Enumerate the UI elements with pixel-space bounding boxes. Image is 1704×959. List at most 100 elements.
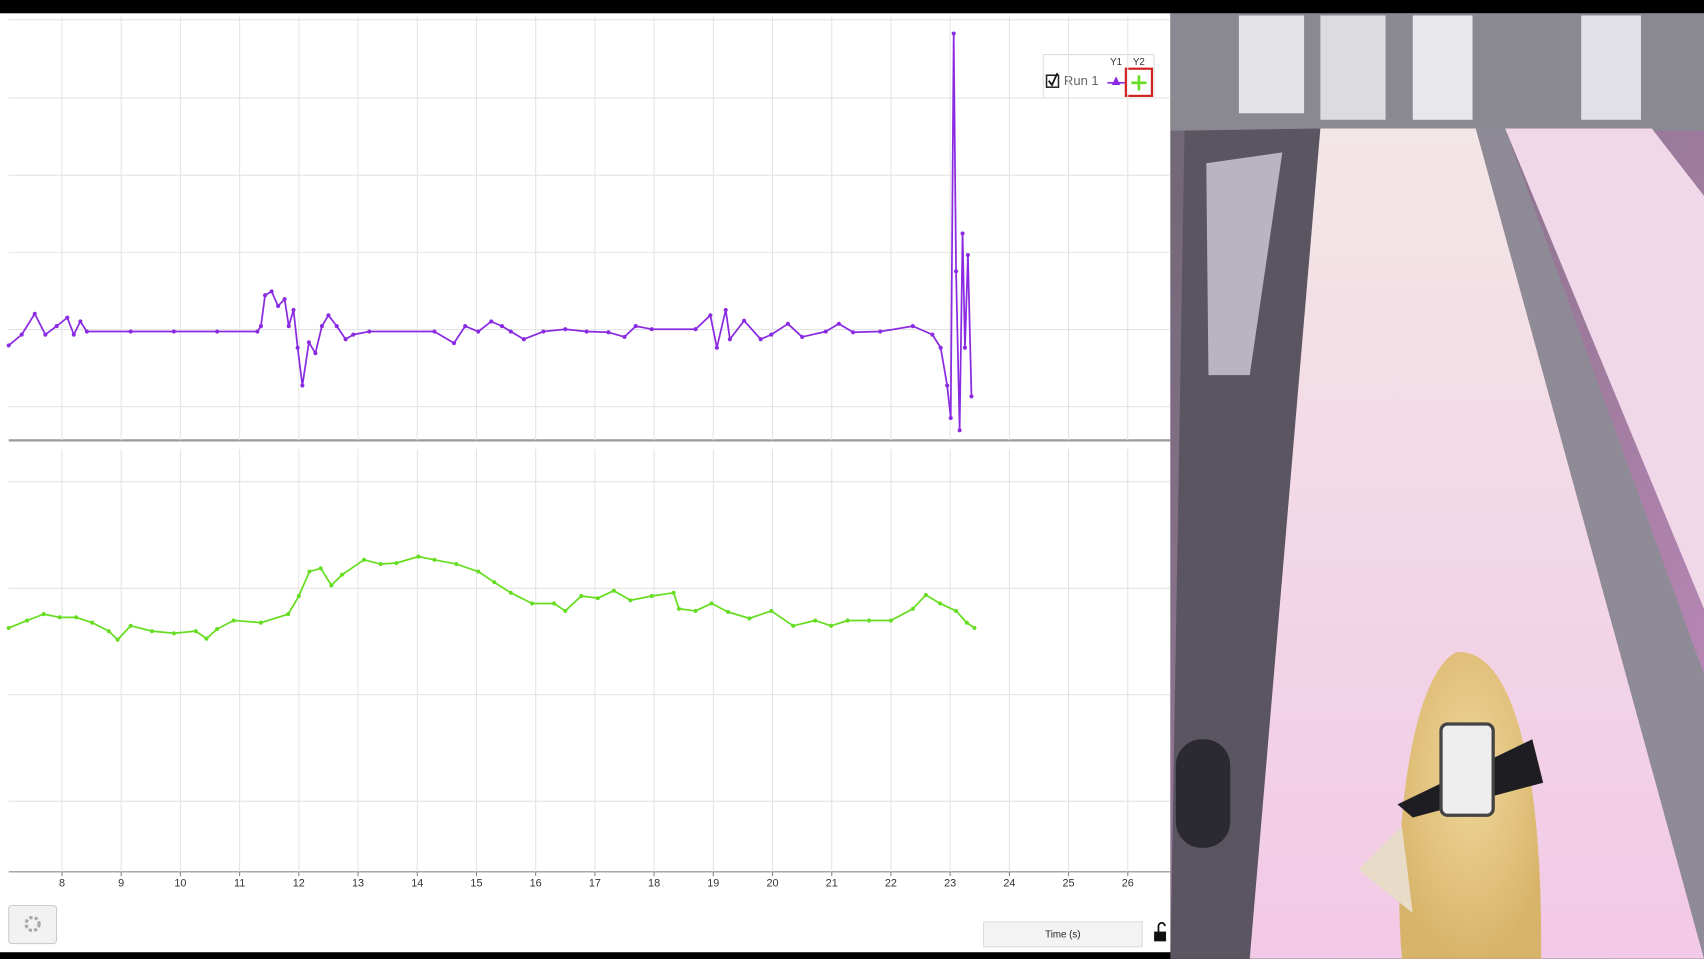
data-point [259,324,263,328]
data-point [307,569,311,573]
data-point [362,558,366,562]
data-point [172,631,176,635]
data-point [579,594,583,598]
data-point [55,324,59,328]
data-point [454,562,458,566]
data-point [33,312,37,316]
photo-machine [1581,15,1641,119]
data-point [78,319,82,323]
data-point [726,610,730,614]
data-point [215,627,219,631]
data-point [313,351,317,355]
page: Y1 Y2 Run 1 Time (s) 8910111213141516171… [0,0,1704,959]
data-point [769,333,773,337]
data-point [329,583,333,587]
data-point [492,580,496,584]
x-tick-label: 15 [470,878,482,890]
settings-button[interactable] [9,906,57,944]
data-point [708,313,712,317]
x-tick-label: 13 [352,878,364,890]
data-point [42,612,46,616]
data-point [204,637,208,641]
data-point [367,329,371,333]
data-point [320,324,324,328]
data-point [283,297,287,301]
data-point [650,594,654,598]
data-point [509,329,513,333]
x-axis-label: Time (s) [1045,929,1080,940]
x-tick-label: 26 [1122,878,1134,890]
data-point [800,335,804,339]
data-point [7,343,11,347]
data-point [966,253,970,257]
data-point [194,629,198,633]
data-point [463,324,467,328]
data-point [724,308,728,312]
data-point [378,562,382,566]
data-point [938,601,942,605]
data-point [326,313,330,317]
data-point [476,569,480,573]
data-point [924,593,928,597]
data-point [25,618,29,622]
data-point [786,322,790,326]
data-point [837,322,841,326]
data-point [20,333,24,337]
data-point [715,346,719,350]
x-tick-label: 8 [59,878,65,890]
data-point [7,626,11,630]
data-point [300,384,304,388]
video-frame [1170,13,1704,958]
data-point [150,629,154,633]
data-point [85,329,89,333]
data-point [500,324,504,328]
data-point [963,346,967,350]
data-point [747,616,751,620]
data-point [563,609,567,613]
data-point [945,384,949,388]
settings-button-box[interactable] [9,906,57,944]
data-point [677,607,681,611]
data-point [215,329,219,333]
data-point [287,324,291,328]
data-point [939,346,943,350]
legend-column: Y2 [1133,57,1145,68]
data-point [958,428,962,432]
data-point [509,591,513,595]
data-point [972,626,976,630]
data-point [232,618,236,622]
data-point [634,324,638,328]
x-tick-label: 18 [648,878,660,890]
data-point [596,596,600,600]
data-point [394,561,398,565]
data-point [58,615,62,619]
data-point [90,621,94,625]
data-point [541,329,545,333]
x-tick-label: 20 [766,878,778,890]
data-point [72,333,76,337]
data-point [954,269,958,273]
data-point [867,618,871,622]
data-point [416,555,420,559]
data-point [693,327,697,331]
photo-sensor [1441,724,1493,815]
lock-body [1154,932,1166,942]
data-point [693,609,697,613]
data-point [270,289,274,293]
data-point [709,601,713,605]
data-point [286,612,290,616]
data-point [742,319,746,323]
data-point [965,621,969,625]
data-point [43,333,47,337]
data-point [612,589,616,593]
data-point [263,293,267,297]
data-point [116,638,120,642]
data-point [813,618,817,622]
photo-machine [1239,15,1304,113]
x-tick-label: 12 [293,878,305,890]
data-point [791,624,795,628]
data-point [307,340,311,344]
data-point [255,329,259,333]
data-point [129,624,133,628]
data-point [622,335,626,339]
